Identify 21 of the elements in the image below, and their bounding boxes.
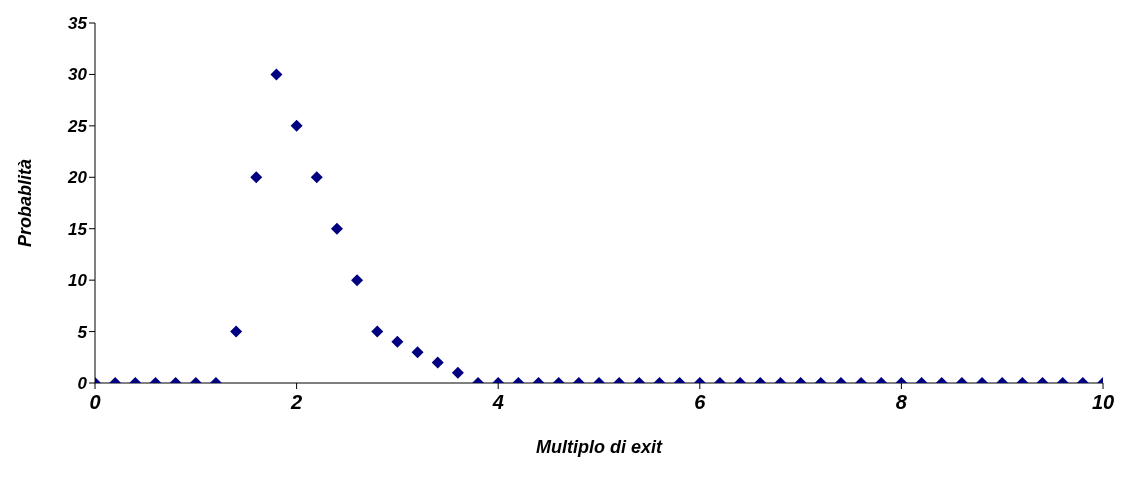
y-tick-label: 25 [67,116,88,136]
y-tick-label: 10 [68,271,88,291]
x-tick-label: 8 [895,391,908,414]
point [330,222,343,235]
y-tick-label: 35 [68,14,88,34]
x-axis-title: Multiplo di exit [536,437,663,457]
y-tick-label: 5 [77,322,88,342]
y-tick-label: 0 [77,374,88,394]
y-tick-label: 15 [68,219,88,239]
point [351,274,364,287]
y-tick-label: 20 [67,168,88,188]
x-tick-label: 2 [290,391,303,414]
point [290,119,303,132]
y-tick-label: 30 [68,65,88,85]
x-tick-label: 4 [491,391,504,414]
x-tick-label: 6 [694,391,707,414]
x-tick-label: 10 [1091,391,1115,414]
point [310,171,323,184]
point [270,68,283,81]
point [250,171,263,184]
y-axis-title: Probablità [15,158,36,248]
